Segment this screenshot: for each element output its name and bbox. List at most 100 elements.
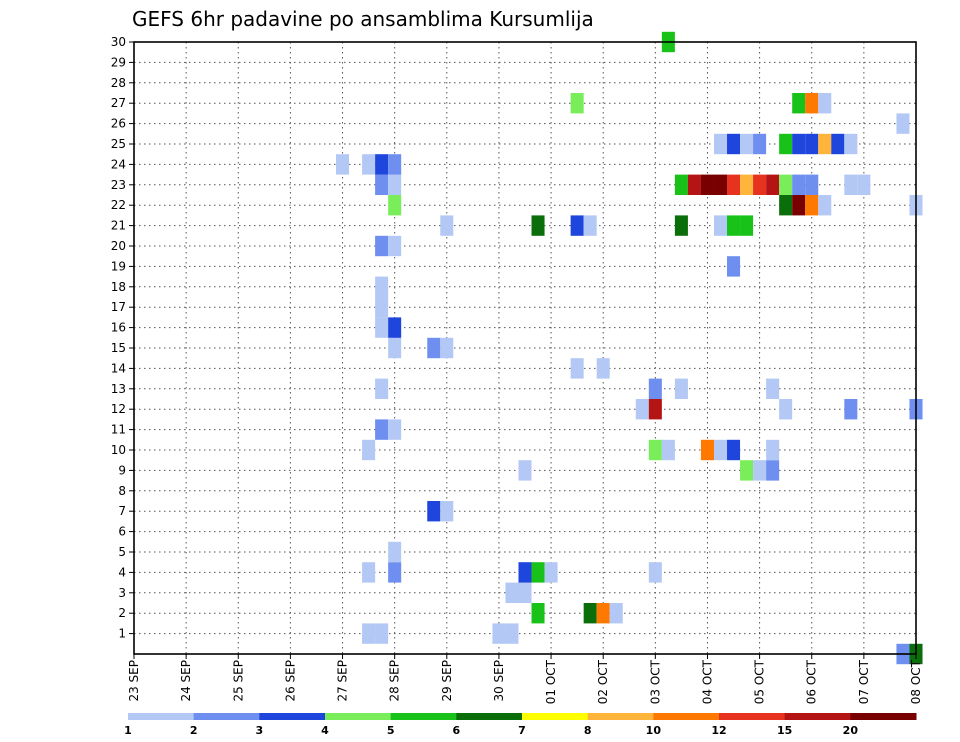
heatmap-cell: [753, 133, 767, 155]
colorbar-swatch: [522, 713, 589, 720]
heatmap-cell: [674, 215, 688, 236]
y-axis: 1234567891011121314151617181920212223242…: [111, 35, 134, 641]
heatmap-cell: [818, 93, 832, 114]
colorbar-label: 7: [518, 724, 526, 737]
y-tick-label: 29: [111, 55, 126, 69]
heatmap-cell: [818, 133, 832, 155]
y-tick-label: 15: [111, 341, 126, 355]
heatmap-cell: [388, 317, 402, 338]
y-tick-label: 7: [118, 504, 126, 518]
heatmap-cell: [531, 562, 545, 583]
colorbar-label: 10: [646, 724, 662, 737]
heatmap-cell: [609, 603, 623, 624]
y-tick-label: 27: [111, 96, 126, 110]
y-tick-label: 24: [111, 157, 126, 171]
heatmap-cell: [362, 154, 376, 175]
colorbar-swatch: [193, 713, 260, 720]
heatmap-cell: [375, 419, 389, 440]
heatmap-cell: [427, 337, 441, 359]
y-tick-label: 17: [111, 300, 126, 314]
heatmap-cell: [661, 439, 675, 461]
heatmap-cell: [805, 195, 819, 216]
heatmap-cell: [544, 562, 558, 583]
heatmap-cell: [818, 195, 832, 216]
colorbar-label: 2: [190, 724, 198, 737]
y-tick-label: 2: [118, 606, 126, 620]
heatmap-cell: [570, 358, 584, 379]
y-tick-label: 11: [111, 423, 126, 437]
heatmap-cell: [766, 439, 780, 461]
heatmap-cell: [570, 93, 584, 114]
heatmap-cell: [492, 623, 506, 644]
y-tick-label: 20: [111, 239, 126, 253]
heatmap-cell: [440, 215, 454, 236]
y-tick-label: 18: [111, 280, 126, 294]
heatmap-cell: [518, 460, 532, 481]
y-tick-label: 23: [111, 178, 126, 192]
heatmap-cell: [336, 154, 350, 175]
colorbar-swatch: [128, 713, 195, 720]
heatmap-cell: [792, 93, 806, 114]
colorbar-label: 15: [777, 724, 792, 737]
colorbar-label: 5: [387, 724, 395, 737]
colorbar-label: 4: [321, 724, 329, 737]
heatmap-cell: [583, 215, 597, 236]
heatmap-cell: [727, 174, 741, 195]
colorbar-swatch: [259, 713, 326, 720]
heatmap-cell: [700, 174, 714, 195]
x-tick-label: 24 SEP: [179, 660, 193, 702]
heatmap-cell: [440, 501, 454, 522]
heatmap-cell: [635, 399, 649, 420]
heatmap-cells: [336, 31, 923, 665]
colorbar-label: 3: [256, 724, 264, 737]
heatmap-cell: [518, 562, 532, 583]
heatmap-cell: [388, 541, 402, 563]
heatmap-cell: [427, 501, 441, 522]
colorbar-swatch: [325, 713, 392, 720]
heatmap-cell: [779, 174, 793, 195]
x-tick-label: 25 SEP: [231, 660, 245, 702]
heatmap-cell: [648, 562, 662, 583]
heatmap-cell: [753, 460, 767, 481]
colorbar-swatch: [456, 713, 523, 720]
x-tick-label: 29 SEP: [440, 660, 454, 702]
colorbar-swatch: [719, 713, 786, 720]
heatmap-cell: [805, 133, 819, 155]
heatmap-cell: [362, 562, 376, 583]
y-tick-label: 26: [111, 117, 126, 131]
y-tick-label: 1: [118, 627, 126, 641]
x-tick-label: 07 OCT: [857, 659, 871, 704]
x-tick-label: 04 OCT: [700, 659, 714, 704]
colorbar-swatch: [850, 713, 917, 720]
heatmap-cell: [779, 133, 793, 155]
colorbar-swatch: [587, 713, 654, 720]
heatmap-cell: [570, 215, 584, 236]
colorbar-swatch: [784, 713, 851, 720]
x-tick-label: 30 SEP: [492, 660, 506, 702]
heatmap-cell: [518, 582, 532, 603]
heatmap-cell: [375, 297, 389, 318]
x-tick-label: 01 OCT: [544, 659, 558, 704]
y-tick-label: 9: [118, 463, 126, 477]
heatmap-cell: [740, 174, 754, 195]
x-tick-label: 08 OCT: [909, 659, 923, 704]
x-tick-label: 26 SEP: [283, 660, 297, 702]
y-tick-label: 21: [111, 219, 126, 233]
heatmap-cell: [375, 317, 389, 338]
colorbar-label: 8: [584, 724, 592, 737]
y-tick-label: 4: [118, 565, 126, 579]
y-tick-label: 3: [118, 586, 126, 600]
colorbar-label: 6: [453, 724, 461, 737]
heatmap-cell: [779, 195, 793, 216]
colorbar-label: 20: [843, 724, 859, 737]
heatmap-cell: [674, 174, 688, 195]
heatmap-cell: [648, 399, 662, 420]
heatmap-cell: [805, 174, 819, 195]
y-tick-label: 6: [118, 525, 126, 539]
heatmap-cell: [362, 439, 376, 461]
x-axis: 23 SEP 24 SEP 25 SEP 26 SEP 27 SEP 28 SEP 29 S…: [127, 654, 923, 704]
heatmap-cell: [779, 399, 793, 420]
heatmap-cell: [700, 439, 714, 461]
y-tick-label: 10: [111, 443, 126, 457]
y-tick-label: 25: [111, 137, 126, 151]
